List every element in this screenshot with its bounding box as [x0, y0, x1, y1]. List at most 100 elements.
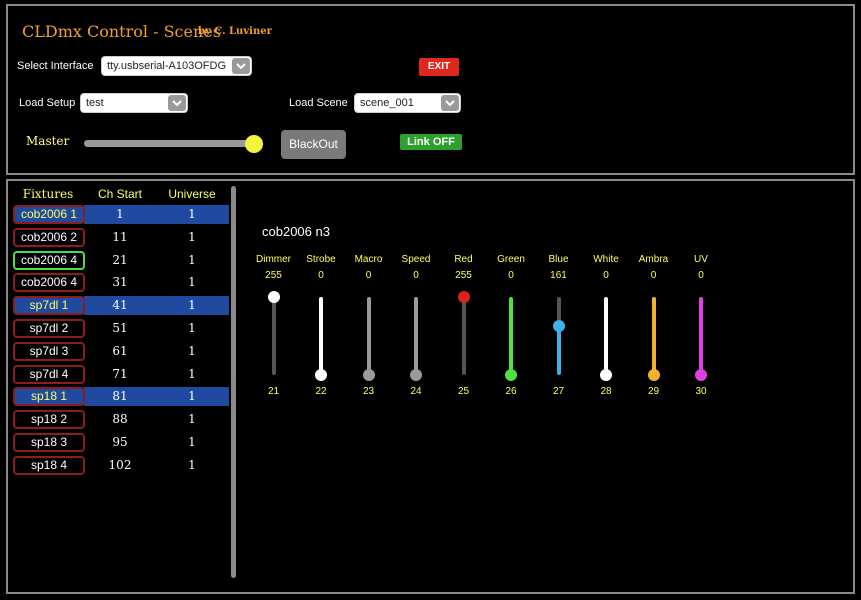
channel-value: 0: [318, 270, 324, 281]
channel-fader-track[interactable]: [556, 297, 561, 375]
universe-cell: 1: [188, 366, 196, 381]
channel-fader-handle[interactable]: [267, 291, 280, 303]
channel-name: Speed: [401, 254, 431, 265]
channel-fader-track[interactable]: [366, 297, 371, 375]
channel-fader-handle[interactable]: [457, 291, 470, 303]
fixture-button[interactable]: cob2006 4: [13, 273, 85, 293]
fixture-button[interactable]: sp7dl 1: [13, 296, 85, 316]
channel-fader-track[interactable]: [414, 297, 418, 375]
channel-name: Blue: [548, 254, 569, 265]
master-slider-handle[interactable]: [245, 135, 263, 153]
channel-value: 255: [455, 270, 472, 281]
interface-select-value: tty.usbserial-A103OFDG: [107, 60, 227, 72]
channel-number: 28: [600, 386, 612, 397]
fixture-button[interactable]: sp18 1: [13, 387, 85, 407]
ch-start-cell: 11: [112, 229, 128, 244]
universe-cell: 1: [188, 321, 196, 335]
channel-fader-handle[interactable]: [600, 369, 612, 381]
channel-fader-track[interactable]: [461, 297, 466, 375]
load-setup-select[interactable]: test: [80, 93, 188, 113]
table-row[interactable]: [84, 296, 229, 316]
channel-fader-handle[interactable]: [647, 369, 660, 381]
channel-fader-track[interactable]: [509, 297, 513, 375]
channel-number: 30: [695, 386, 707, 397]
current-fixture-title: cob2006 n3: [262, 224, 330, 239]
channel-value: 0: [698, 270, 704, 281]
ch-start-cell: 31: [112, 275, 128, 290]
fixture-button[interactable]: sp7dl 4: [13, 364, 85, 384]
universe-cell: 1: [188, 435, 196, 449]
universe-header: Universe: [168, 187, 216, 201]
channel-name: Macro: [354, 254, 383, 265]
ch-start-cell: 81: [112, 389, 128, 404]
fixture-button[interactable]: sp7dl 2: [13, 319, 85, 338]
channel-number: 26: [505, 386, 517, 397]
channel-fader-handle[interactable]: [315, 369, 327, 381]
channel-name: Dimmer: [256, 254, 291, 265]
load-scene-select[interactable]: scene_001: [354, 93, 461, 113]
channel-fader-handle[interactable]: [505, 369, 517, 381]
channel-name: Ambra: [638, 254, 669, 265]
channel-fader-track[interactable]: [271, 297, 276, 375]
channel-fader-handle[interactable]: [410, 369, 422, 381]
fixture-button[interactable]: sp18 4: [13, 455, 85, 475]
load-scene-value: scene_001: [360, 97, 414, 109]
fixture-button[interactable]: sp18 3: [13, 433, 85, 452]
channel-number: 22: [315, 386, 327, 397]
channel-value: 255: [265, 270, 282, 281]
universe-cell: 1: [188, 229, 196, 244]
ch-start-header: Ch Start: [97, 187, 142, 201]
ch-start-cell: 95: [112, 435, 128, 449]
table-row[interactable]: [84, 205, 229, 224]
fixture-button[interactable]: cob2006 2: [13, 227, 85, 247]
fixtures-panel: [6, 179, 855, 594]
universe-cell: 1: [188, 343, 196, 358]
channel-value: 0: [365, 270, 372, 281]
channel-name: Green: [497, 254, 525, 265]
channel-value: 0: [413, 270, 419, 281]
channel-number: 21: [267, 386, 280, 397]
channel-number: 29: [647, 386, 660, 397]
ch-start-cell: 21: [112, 252, 128, 267]
load-setup-label: Load Setup: [19, 97, 76, 109]
channel-fader-handle[interactable]: [695, 369, 707, 381]
ch-start-cell: 88: [112, 412, 128, 427]
ch-start-cell: 102: [108, 457, 132, 472]
select-interface-label: Select Interface: [17, 60, 94, 72]
ch-start-cell: 41: [112, 298, 128, 313]
channel-name: White: [593, 254, 619, 265]
exit-button[interactable]: EXIT: [419, 58, 459, 76]
table-row[interactable]: [84, 387, 229, 407]
interface-select[interactable]: tty.usbserial-A103OFDG: [101, 56, 252, 76]
control-panel: [6, 4, 855, 175]
ch-start-cell: 61: [112, 343, 128, 358]
ch-start-cell: 51: [112, 321, 128, 335]
chevron-down-icon: [441, 95, 459, 111]
channel-fader-handle[interactable]: [552, 319, 565, 332]
channel-fader-track[interactable]: [319, 297, 323, 375]
load-scene-label: Load Scene: [289, 97, 348, 109]
fixture-list-scrollbar[interactable]: [231, 186, 236, 578]
blackout-button[interactable]: BlackOut: [281, 130, 346, 159]
link-toggle-button[interactable]: Link OFF: [400, 134, 462, 150]
universe-cell: 1: [188, 298, 196, 313]
master-slider-track[interactable]: [84, 140, 256, 147]
channel-value: 161: [550, 270, 567, 281]
channel-number: 24: [410, 386, 422, 397]
channel-name: Red: [454, 254, 473, 265]
channel-fader-track[interactable]: [604, 297, 608, 375]
channel-number: 23: [362, 386, 375, 397]
author-byline: by C. Luviner: [198, 26, 272, 37]
channel-number: 27: [552, 386, 565, 397]
ch-start-cell: 71: [112, 366, 128, 381]
fixture-button[interactable]: sp18 2: [13, 410, 85, 430]
channel-fader-track[interactable]: [651, 297, 656, 375]
universe-cell: 1: [188, 252, 196, 267]
fixture-button[interactable]: cob2006 1: [13, 205, 85, 224]
channel-fader-track[interactable]: [699, 297, 703, 375]
master-label: Master: [26, 134, 70, 148]
fixture-button[interactable]: cob2006 4: [13, 250, 85, 270]
channel-value: 0: [508, 270, 514, 281]
channel-fader-handle[interactable]: [362, 369, 375, 381]
fixture-button[interactable]: sp7dl 3: [13, 341, 85, 361]
